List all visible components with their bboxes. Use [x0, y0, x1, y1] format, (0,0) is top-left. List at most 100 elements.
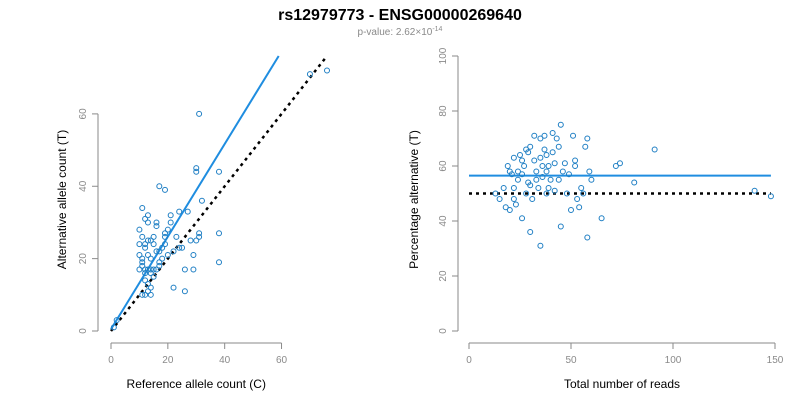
data-point [543, 152, 550, 158]
data-point [527, 229, 534, 235]
data-point [502, 204, 509, 211]
data-point [156, 259, 163, 266]
data-point [557, 121, 564, 128]
data-point [139, 233, 146, 240]
data-point [555, 143, 562, 150]
data-point [584, 135, 591, 142]
y-tick-label: 0 [438, 328, 449, 334]
data-point [136, 266, 143, 273]
data-point [541, 146, 548, 153]
data-point [523, 190, 530, 197]
y-tick-label: 80 [438, 105, 449, 117]
data-point [551, 160, 558, 167]
data-point [549, 130, 556, 136]
y-tick-label: 60 [78, 108, 89, 120]
data-point [492, 190, 499, 197]
data-point [557, 223, 564, 230]
y-tick-label: 20 [78, 253, 89, 265]
data-point [150, 241, 157, 248]
data-point [578, 185, 585, 191]
data-point [537, 154, 544, 161]
data-point [521, 163, 528, 169]
data-point [162, 230, 168, 237]
data-point [527, 182, 534, 189]
data-point [543, 190, 550, 197]
data-point [193, 237, 200, 244]
data-point [153, 219, 160, 226]
data-point [216, 259, 222, 266]
data-point [142, 277, 149, 284]
y-tick-label: 0 [78, 328, 89, 334]
data-point [147, 270, 154, 277]
data-point [153, 223, 160, 230]
data-point [181, 288, 188, 295]
data-point [187, 237, 194, 244]
data-point [535, 185, 542, 191]
data-point [533, 176, 540, 183]
data-point [572, 157, 579, 164]
x-tick-label: 150 [767, 355, 784, 366]
data-point [570, 132, 577, 139]
data-point [555, 176, 562, 183]
x-axis-title: Total number of reads [564, 377, 680, 391]
x-tick-label: 50 [565, 355, 577, 366]
data-point [184, 208, 191, 215]
data-point [164, 226, 171, 233]
x-tick-label: 100 [665, 355, 682, 366]
data-point [547, 176, 554, 183]
data-point [147, 255, 154, 262]
data-point [153, 266, 160, 273]
data-point [196, 230, 203, 237]
data-point [170, 284, 177, 291]
x-tick-label: 40 [219, 355, 231, 366]
data-point [147, 291, 154, 298]
data-point [559, 168, 566, 175]
data-point [167, 219, 174, 226]
data-point [156, 183, 163, 190]
data-point [136, 252, 143, 259]
data-point [572, 163, 579, 169]
y-tick-label: 100 [438, 47, 449, 64]
data-point [147, 237, 154, 244]
data-point [586, 168, 593, 175]
data-point [580, 190, 587, 197]
data-point [190, 252, 197, 259]
data-point [176, 244, 183, 251]
fit-line [110, 55, 280, 330]
x-axis-title: Reference allele count (C) [127, 377, 266, 391]
data-point [198, 197, 205, 204]
data-point [162, 186, 168, 193]
data-point [529, 196, 536, 202]
data-point [519, 171, 526, 178]
data-point [147, 266, 154, 273]
data-point [545, 163, 552, 169]
data-point [144, 288, 151, 295]
y-tick-label: 40 [78, 180, 89, 192]
data-point [162, 241, 168, 248]
subtitle-base: 10 [421, 27, 433, 38]
data-point [549, 149, 556, 156]
data-point [508, 171, 515, 178]
data-point [541, 132, 548, 139]
data-point [193, 168, 200, 175]
data-point [147, 284, 154, 291]
data-point [537, 242, 544, 249]
data-point [196, 110, 203, 117]
data-point [568, 207, 574, 213]
data-point [525, 149, 532, 156]
data-point [139, 259, 146, 266]
data-point [563, 190, 570, 197]
data-point [142, 270, 149, 277]
data-point [159, 255, 166, 262]
data-point [144, 280, 151, 287]
data-point [519, 157, 526, 164]
data-point [164, 252, 171, 259]
data-point [531, 132, 538, 139]
x-tick-label: 0 [466, 355, 472, 366]
data-point [565, 171, 572, 178]
data-point [150, 233, 157, 240]
data-point [612, 163, 619, 169]
y-tick-label: 60 [438, 160, 449, 172]
data-point [519, 215, 526, 222]
